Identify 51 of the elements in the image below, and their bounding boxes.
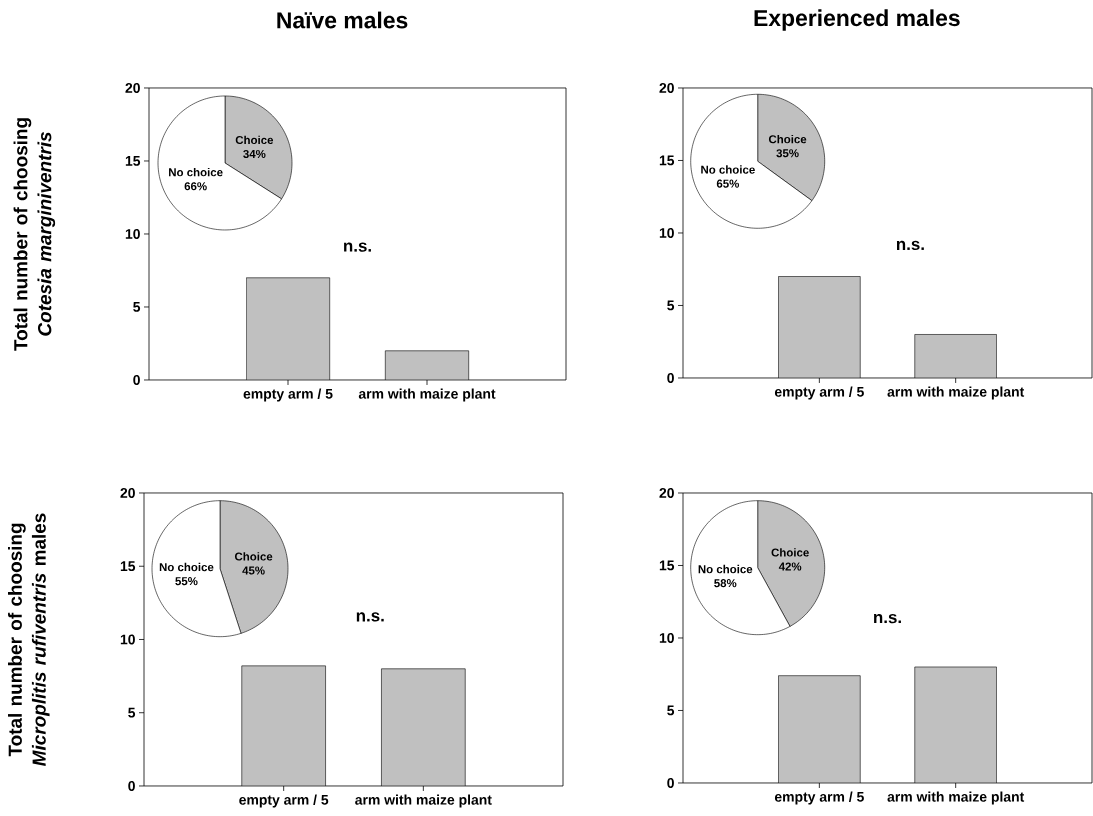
data-label: 55% xyxy=(175,577,198,586)
y-tick-label: 20 xyxy=(659,83,674,93)
x-tick-label: empty arm / 5 xyxy=(774,386,864,400)
slice-label: Choice xyxy=(234,552,273,561)
x-tick-label: empty arm / 5 xyxy=(243,388,333,402)
y-tick-label: 0 xyxy=(128,781,135,791)
slice-label: No choice xyxy=(698,564,753,574)
slice-label: Choice xyxy=(771,548,809,557)
y-tick-label: 20 xyxy=(659,488,674,498)
annotation: n.s. xyxy=(874,613,901,624)
y-tick-label: 15 xyxy=(659,155,675,166)
data-label: 35% xyxy=(776,149,799,158)
x-tick-label: arm with maize plant xyxy=(358,388,496,402)
y-tick-label: 10 xyxy=(120,634,135,645)
chart-title: Experienced males xyxy=(754,9,960,31)
y-tick-label: 15 xyxy=(659,560,675,571)
data-label: 58% xyxy=(714,579,737,588)
x-tick-label: arm with maize plant xyxy=(887,386,1025,400)
data-label: 65% xyxy=(716,179,740,188)
y-tick-label: 10 xyxy=(659,228,674,238)
x-tick-label: arm with maize plant xyxy=(887,791,1025,805)
annotation: n.s. xyxy=(896,240,924,251)
y-tick-label: 10 xyxy=(125,229,140,239)
y-tick-label: 5 xyxy=(667,300,675,311)
y-tick-label: 5 xyxy=(667,705,675,716)
y-tick-label: 15 xyxy=(120,561,136,572)
slice-label: No choice xyxy=(701,165,755,174)
slice-label: No choice xyxy=(169,167,223,177)
x-tick-label: empty arm / 5 xyxy=(239,794,329,808)
data-label: 45% xyxy=(242,566,265,575)
y-tick-label: 15 xyxy=(125,156,141,166)
x-tick-label: arm with maize plant xyxy=(355,794,492,808)
y-tick-label: 10 xyxy=(659,633,674,643)
annotation: n.s. xyxy=(344,242,371,252)
x-tick-label: empty arm / 5 xyxy=(774,791,864,805)
y-tick-label: 0 xyxy=(667,778,674,788)
data-label: 42% xyxy=(778,562,802,571)
y-tick-label: 5 xyxy=(133,302,141,312)
y-tick-label: 20 xyxy=(125,83,140,93)
y-tick-label: 20 xyxy=(120,488,135,498)
slice-label: Choice xyxy=(235,135,274,145)
y-axis-title: Total number of choosing Cotesia marginiventris xyxy=(13,118,56,351)
chart-title: Naïve males xyxy=(277,11,408,29)
y-tick-label: 0 xyxy=(667,373,674,383)
slice-label: Choice xyxy=(768,134,807,144)
y-tick-label: 0 xyxy=(133,375,140,385)
annotation: n.s. xyxy=(356,612,384,622)
data-label: 34% xyxy=(243,149,266,159)
data-label: 66% xyxy=(184,182,207,191)
slice-label: No choice xyxy=(159,562,214,572)
y-tick-label: 5 xyxy=(128,707,136,718)
